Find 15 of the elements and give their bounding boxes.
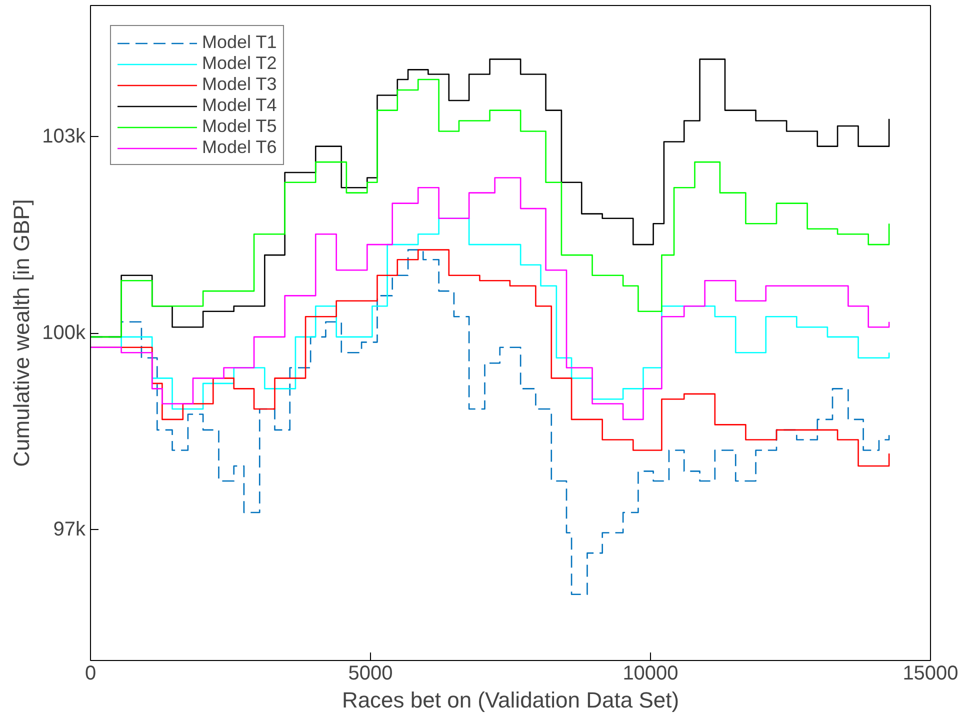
legend-label: Model T3 [202, 74, 277, 95]
y-tick-label: 97k [53, 518, 86, 540]
y-tick-label: 103k [42, 126, 86, 148]
legend-label: Model T5 [202, 116, 277, 137]
legend-label: Model T4 [202, 95, 277, 116]
legend-label: Model T2 [202, 53, 277, 74]
x-tick-label: 5000 [348, 662, 393, 684]
x-tick-label: 10000 [622, 662, 678, 684]
legend-label: Model T1 [202, 32, 277, 53]
x-tick-label: 15000 [902, 662, 958, 684]
y-axis-title: Cumulative wealth [in GBP] [9, 199, 34, 467]
legend-label: Model T6 [202, 137, 277, 158]
x-tick-label: 0 [84, 662, 96, 684]
y-tick-label: 100k [42, 322, 86, 344]
x-axis-title: Races bet on (Validation Data Set) [342, 688, 680, 712]
